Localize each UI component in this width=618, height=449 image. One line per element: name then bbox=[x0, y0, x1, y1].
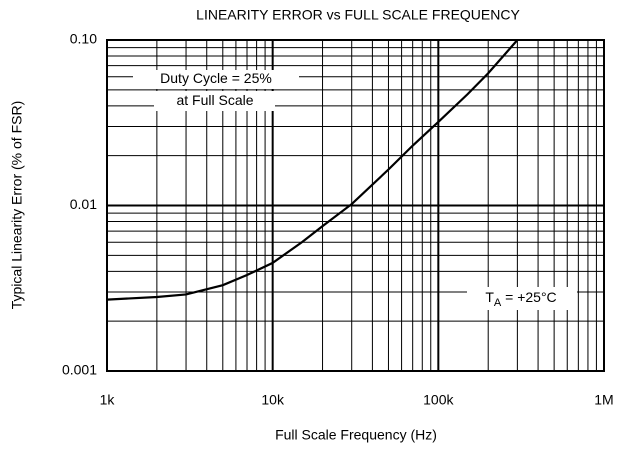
annotation: at Full Scale bbox=[176, 92, 253, 108]
x-tick-label: 100k bbox=[423, 392, 454, 408]
plot-frame bbox=[106, 39, 605, 372]
annotation-box bbox=[467, 287, 577, 310]
y-tick-label: 0.10 bbox=[70, 31, 97, 47]
annotation: Duty Cycle = 25% bbox=[160, 70, 272, 86]
annotation-suffix: = +25°C bbox=[501, 289, 556, 305]
y-tick-label: 0.01 bbox=[70, 196, 97, 212]
annotation: TA = +25°C bbox=[485, 289, 556, 309]
annotation-box bbox=[154, 91, 275, 111]
chart-title: LINEARITY ERROR vs FULL SCALE FREQUENCY bbox=[196, 7, 520, 23]
x-tick-label: 10k bbox=[261, 392, 285, 408]
annotation-box bbox=[133, 70, 299, 89]
annotation-text: at Full Scale bbox=[176, 92, 253, 108]
y-tick-label: 0.001 bbox=[62, 362, 97, 378]
x-tick-label: 1M bbox=[594, 392, 613, 408]
annotation-subscript: A bbox=[494, 297, 502, 309]
x-axis-label: Full Scale Frequency (Hz) bbox=[275, 427, 437, 443]
y-axis-label: Typical Linearity Error (% of FSR) bbox=[9, 101, 25, 310]
annotation-text: T bbox=[485, 289, 494, 305]
x-tick-label: 1k bbox=[100, 392, 116, 408]
data-line bbox=[106, 39, 519, 301]
annotation-text: Duty Cycle = 25% bbox=[160, 70, 272, 86]
